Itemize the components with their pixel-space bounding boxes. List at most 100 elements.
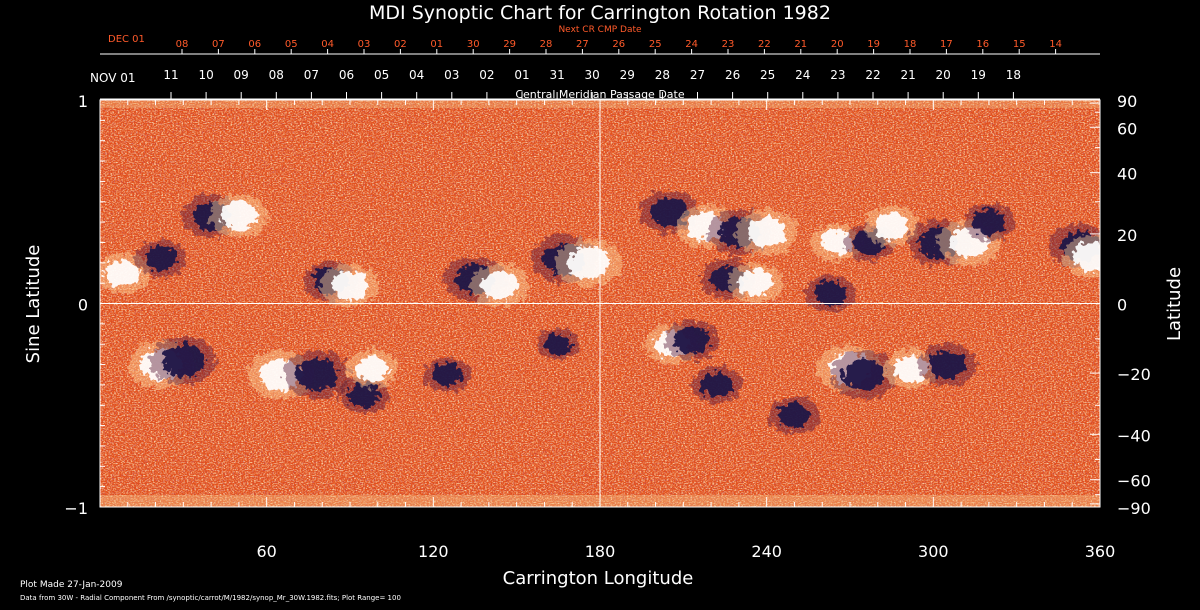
cmp-date-label: 28: [655, 68, 670, 82]
next-cmp-date-label: 06: [248, 39, 261, 50]
cmp-date-label: 29: [620, 68, 635, 82]
cmp-date-label: 18: [1006, 68, 1021, 82]
cmp-date-label: 02: [479, 68, 494, 82]
cmp-date-label: 21: [900, 68, 915, 82]
y-left-tick-label: −1: [64, 499, 88, 518]
next-cmp-date-label: 17: [940, 39, 953, 50]
y-right-tick-label: 20: [1117, 226, 1137, 245]
y-axis-left-ticks: 1 0 −1: [64, 92, 110, 518]
cmp-date-label: 23: [830, 68, 845, 82]
active-regions: [100, 190, 1100, 435]
next-cmp-date-label: 23: [722, 39, 735, 50]
x-tick-label: 360: [1085, 542, 1116, 561]
cmp-date-label: 24: [795, 68, 810, 82]
next-cmp-date-label: 27: [576, 39, 589, 50]
next-cmp-month-label: DEC 01: [108, 34, 145, 45]
y-right-tick-label: −20: [1117, 365, 1151, 384]
negative-polarity-region: [674, 326, 709, 354]
cmp-date-label: 11: [163, 68, 178, 82]
chart-title: MDI Synoptic Chart for Carrington Rotati…: [369, 2, 831, 24]
cmp-date-label: 20: [936, 68, 951, 82]
positive-polarity-region: [738, 269, 773, 297]
y-left-tick-label: 1: [78, 92, 88, 111]
y-right-tick-label: 40: [1117, 165, 1137, 184]
next-cmp-date-label: 05: [285, 39, 298, 50]
next-cmp-date-label: 02: [394, 39, 407, 50]
positive-polarity-region: [220, 201, 258, 231]
x-tick-label: 300: [918, 542, 949, 561]
positive-polarity-region: [747, 217, 787, 248]
negative-polarity-region: [295, 358, 338, 391]
x-axis-label: Carrington Longitude: [503, 568, 694, 589]
next-cmp-date-label: 16: [976, 39, 989, 50]
y-right-tick-label: −90: [1117, 499, 1151, 518]
negative-polarity-region: [778, 402, 811, 428]
next-cmp-date-label: 08: [176, 39, 189, 50]
next-cmp-date-label: 29: [503, 39, 516, 50]
positive-polarity-region: [105, 259, 140, 287]
negative-polarity-region: [162, 344, 205, 377]
next-cmp-date-label: 19: [867, 39, 880, 50]
cmp-date-label: 27: [690, 68, 705, 82]
cmp-date-label: 04: [409, 68, 424, 82]
next-cmp-date-label: 07: [212, 39, 225, 50]
y-left-tick-label: 0: [78, 296, 88, 315]
cmp-date-label: 09: [234, 68, 249, 82]
positive-polarity-region: [1073, 242, 1100, 271]
y-axis-left-label: Sine Latitude: [23, 245, 44, 364]
y-right-tick-label: −40: [1117, 426, 1151, 445]
cmp-date-label: 06: [339, 68, 354, 82]
next-cmp-date-label: 04: [321, 39, 334, 50]
cmp-month-label: NOV 01: [90, 71, 136, 85]
cmp-date-label: 08: [269, 68, 284, 82]
cmp-date-label: 07: [304, 68, 319, 82]
next-cmp-date-label: 15: [1013, 39, 1026, 50]
negative-polarity-region: [972, 209, 1005, 235]
y-right-tick-label: 0: [1117, 296, 1127, 315]
next-cmp-date-label: 20: [831, 39, 844, 50]
synoptic-chart: MDI Synoptic Chart for Carrington Rotati…: [23, 2, 1185, 589]
next-cmp-axis-title: Next CR CMP Date: [558, 25, 642, 35]
cmp-ticks: 11 10 09 08 07 06 05 04 03 02 01 31 30 29 28 27 26 25 24 23…: [163, 68, 1021, 99]
cmp-date-label: 30: [585, 68, 600, 82]
x-tick-label: 240: [751, 542, 782, 561]
y-axis-right-label: Latitude: [1164, 267, 1185, 341]
negative-polarity-region: [432, 363, 463, 387]
y-axis-right-ticks: 90 60 40 20 0 −20 −40 −60 −90: [1090, 92, 1151, 518]
cmp-date-label: 01: [514, 68, 529, 82]
next-cmp-date-label: 28: [540, 39, 553, 50]
cmp-date-label: 26: [725, 68, 740, 82]
next-cmp-date-label: 22: [758, 39, 771, 50]
cmp-date-label: 05: [374, 68, 389, 82]
cmp-date-label: 10: [198, 68, 213, 82]
x-tick-label: 120: [418, 542, 449, 561]
cmp-date-label: 25: [760, 68, 775, 82]
positive-polarity-region: [568, 246, 610, 279]
next-cmp-date-label: 18: [904, 39, 917, 50]
next-cmp-date-label: 21: [794, 39, 807, 50]
next-cmp-date-label: 03: [358, 39, 371, 50]
negative-polarity-region: [145, 246, 178, 272]
next-cmp-date-label: 26: [612, 39, 625, 50]
y-right-tick-label: 90: [1117, 92, 1137, 111]
positive-polarity-region: [331, 270, 369, 300]
negative-polarity-region: [928, 350, 966, 379]
negative-polarity-region: [843, 358, 885, 391]
cmp-date-label: 31: [549, 68, 564, 82]
next-cmp-date-label: 30: [467, 39, 480, 50]
positive-polarity-region: [356, 356, 389, 382]
next-cmp-date-label: 25: [649, 39, 662, 50]
positive-polarity-region: [874, 212, 909, 240]
positive-polarity-region: [820, 229, 853, 255]
next-cmp-date-label: 24: [685, 39, 698, 50]
negative-polarity-region: [700, 372, 733, 398]
cmp-date-label: 19: [971, 68, 986, 82]
cmp-date-label: 22: [865, 68, 880, 82]
data-source-note: Data from 30W - Radial Component From /s…: [20, 594, 401, 602]
y-right-tick-label: 60: [1117, 119, 1137, 138]
next-cmp-date-label: 14: [1049, 39, 1062, 50]
y-right-tick-label: −60: [1117, 472, 1151, 491]
negative-polarity-region: [814, 280, 847, 306]
negative-polarity-region: [347, 382, 380, 408]
x-axis-ticks: 60 120 180 240 300 360: [99, 100, 1116, 561]
